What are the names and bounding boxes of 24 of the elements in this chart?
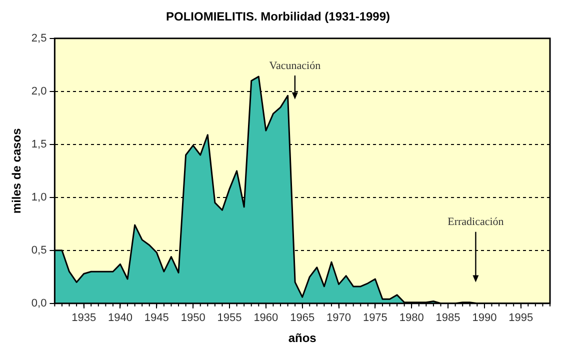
x-tick-label: 1985	[436, 312, 460, 324]
x-tick-label: 1955	[217, 312, 242, 324]
y-tick-label: 1,5	[31, 138, 47, 150]
annotation: Vacunación	[269, 60, 322, 72]
annotation: Erradicación	[448, 216, 504, 228]
y-axis-title: miles de casos	[10, 128, 24, 214]
x-tick-label: 1945	[144, 312, 169, 324]
y-tick-label: 2,0	[31, 85, 47, 98]
y-tick-label: 2,5	[31, 32, 47, 44]
x-tick-label: 1980	[399, 312, 424, 324]
x-tick-label: 1940	[108, 312, 132, 324]
x-tick-label: 1975	[362, 312, 388, 324]
chart-title: POLIOMIELITIS. Morbilidad (1931-1999)	[166, 10, 390, 24]
x-axis-title: años	[288, 331, 317, 346]
y-tick-label: 0,5	[31, 244, 47, 256]
x-tick-label: 1995	[508, 312, 534, 324]
x-tick-label: 1990	[472, 312, 497, 324]
x-tick-label: 1970	[326, 312, 352, 324]
y-tick-label: 1,0	[31, 191, 47, 204]
x-tick-label: 1965	[290, 312, 315, 324]
y-tick-label: 0,0	[31, 297, 47, 310]
x-tick-label: 1935	[72, 312, 96, 324]
x-tick-label: 1960	[254, 312, 278, 324]
x-tick-label: 1950	[180, 312, 206, 324]
